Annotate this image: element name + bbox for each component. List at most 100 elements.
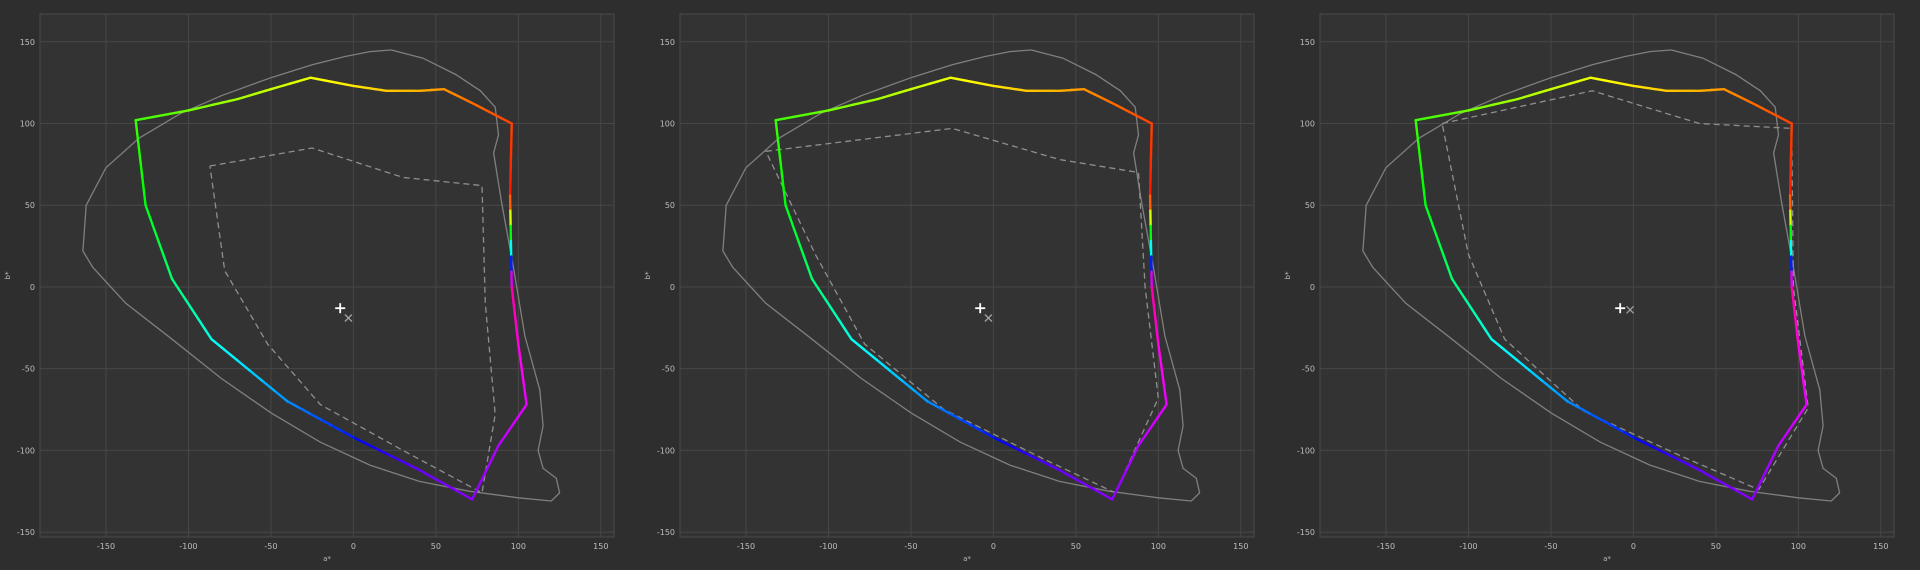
gamut-segment	[134, 119, 139, 136]
x-tick-label: 150	[1873, 542, 1888, 551]
gamut-segment	[513, 314, 518, 327]
gamut-segment	[776, 133, 781, 150]
gamut-segment	[1433, 228, 1440, 244]
gamut-segment	[330, 424, 344, 433]
gamut-segment	[136, 133, 141, 150]
gamut-segment	[488, 453, 496, 465]
y-tick-label: 50	[25, 201, 35, 210]
gamut-segment	[1124, 462, 1131, 474]
cross-line-b	[1626, 305, 1635, 314]
gamut-segment	[1440, 112, 1453, 117]
gamut-segment	[1432, 114, 1444, 119]
gamut-segment	[1687, 463, 1701, 472]
gamut-segment	[1164, 393, 1168, 406]
y-tick-label: 150	[20, 38, 35, 47]
gamut-segment	[1750, 489, 1758, 501]
gamut-segment	[970, 80, 981, 85]
gamut-segment	[374, 446, 388, 455]
x-tick-label: 0	[351, 542, 356, 551]
gamut-segment	[1421, 175, 1426, 193]
gamut-segment	[1414, 119, 1419, 136]
gamut-segment	[1589, 76, 1599, 81]
gamut-segment	[797, 240, 805, 256]
gamut-segment	[1540, 379, 1556, 393]
white-point-marker	[1615, 303, 1626, 314]
gamut-segment	[959, 418, 973, 427]
gamut-segment	[1802, 383, 1807, 396]
gamut-segment	[497, 437, 505, 447]
spectral-locus-outline	[82, 49, 561, 502]
gamut-segment	[1161, 373, 1166, 386]
reference-gamut-dashed	[209, 147, 496, 494]
x-tick-label: -100	[819, 542, 837, 551]
white-point-marker	[975, 303, 986, 314]
gamut-segment	[148, 216, 156, 231]
gamut-segment	[286, 400, 300, 409]
y-tick-label: 100	[1300, 120, 1315, 129]
gamut-segment	[475, 480, 483, 492]
gamut-segment	[1153, 314, 1158, 327]
gamut-segment	[1796, 333, 1800, 346]
gamut-segment	[1759, 471, 1767, 483]
gamut-segment	[144, 204, 152, 219]
y-tick-label: -150	[1297, 528, 1315, 537]
gamut-segment	[1424, 204, 1432, 219]
gamut-segment	[407, 463, 421, 472]
x-tick-label: -100	[179, 542, 197, 551]
gamut-segment	[1146, 423, 1154, 434]
gamut-segment	[985, 83, 995, 88]
gamut-segment	[183, 297, 193, 311]
gamut-segment	[1151, 295, 1156, 308]
gamut-segment	[273, 389, 289, 403]
gamut-segment	[1796, 410, 1804, 420]
gamut-segment	[1632, 436, 1646, 444]
gamut-segment	[1162, 383, 1167, 396]
gamut-segment	[235, 358, 251, 372]
gamut-segment	[801, 253, 809, 268]
y-tick-label: -50	[22, 365, 35, 374]
gamut-segment	[1715, 478, 1727, 486]
gamut-segment	[1093, 488, 1105, 496]
gamut-segment	[926, 400, 940, 409]
gamut-segment	[1457, 287, 1467, 301]
gamut-segment	[161, 253, 169, 268]
gamut-segment	[1449, 110, 1461, 115]
gamut-segment	[784, 204, 792, 219]
gamut-segment	[1423, 115, 1435, 120]
gamut-segment	[949, 76, 959, 81]
gamut-segment	[1768, 453, 1776, 465]
gamut-segment	[187, 107, 198, 112]
gamut-segment	[823, 297, 833, 311]
chart-panel-1: -150 -100 -50 0 50 100 150 -150 -100 -50 0 50 100 150…	[4, 13, 615, 563]
y-tick-label: 150	[1300, 38, 1315, 47]
y-axis-label: b*	[644, 271, 652, 279]
x-tick-label: -50	[264, 542, 277, 551]
gamut-segment	[308, 412, 322, 421]
white-point-marker	[335, 303, 346, 314]
plot-area	[39, 13, 615, 538]
gamut-segment	[363, 441, 377, 450]
cross-marker	[344, 314, 353, 322]
gamut-segment	[1491, 101, 1503, 106]
gamut-boundary	[774, 76, 1168, 501]
gamut-segment	[139, 161, 144, 179]
gamut-segment	[800, 112, 813, 117]
gamut-segment	[1792, 304, 1797, 317]
gamut-segment	[479, 471, 487, 483]
gamut-segment	[809, 110, 821, 115]
gamut-segment	[900, 379, 916, 393]
gamut-segment	[1724, 483, 1736, 491]
gamut-segment	[1654, 446, 1668, 455]
gamut-segment	[1150, 285, 1155, 298]
y-axis-label: b*	[1284, 271, 1292, 279]
gamut-segment	[1151, 417, 1159, 427]
cross-line-b	[344, 314, 353, 322]
gamut-segment	[178, 109, 190, 114]
x-axis-label: a*	[323, 555, 331, 563]
gamut-segment	[260, 379, 276, 393]
grid	[1320, 14, 1894, 537]
x-tick-label: 0	[991, 542, 996, 551]
gamut-segment	[992, 436, 1006, 444]
gamut-segment	[453, 488, 465, 496]
gamut-segment	[248, 369, 264, 382]
